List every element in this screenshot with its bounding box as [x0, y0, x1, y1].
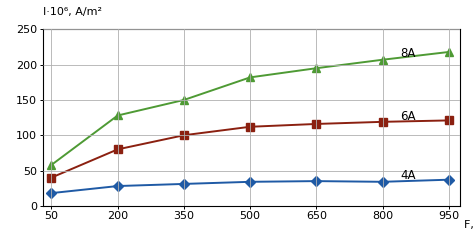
Text: F, kHz: F, kHz	[464, 220, 474, 230]
Text: I·10⁶, A/m²: I·10⁶, A/m²	[43, 7, 101, 17]
Text: 4A: 4A	[400, 169, 416, 182]
Text: 6A: 6A	[400, 110, 416, 123]
Text: 8A: 8A	[400, 47, 416, 60]
